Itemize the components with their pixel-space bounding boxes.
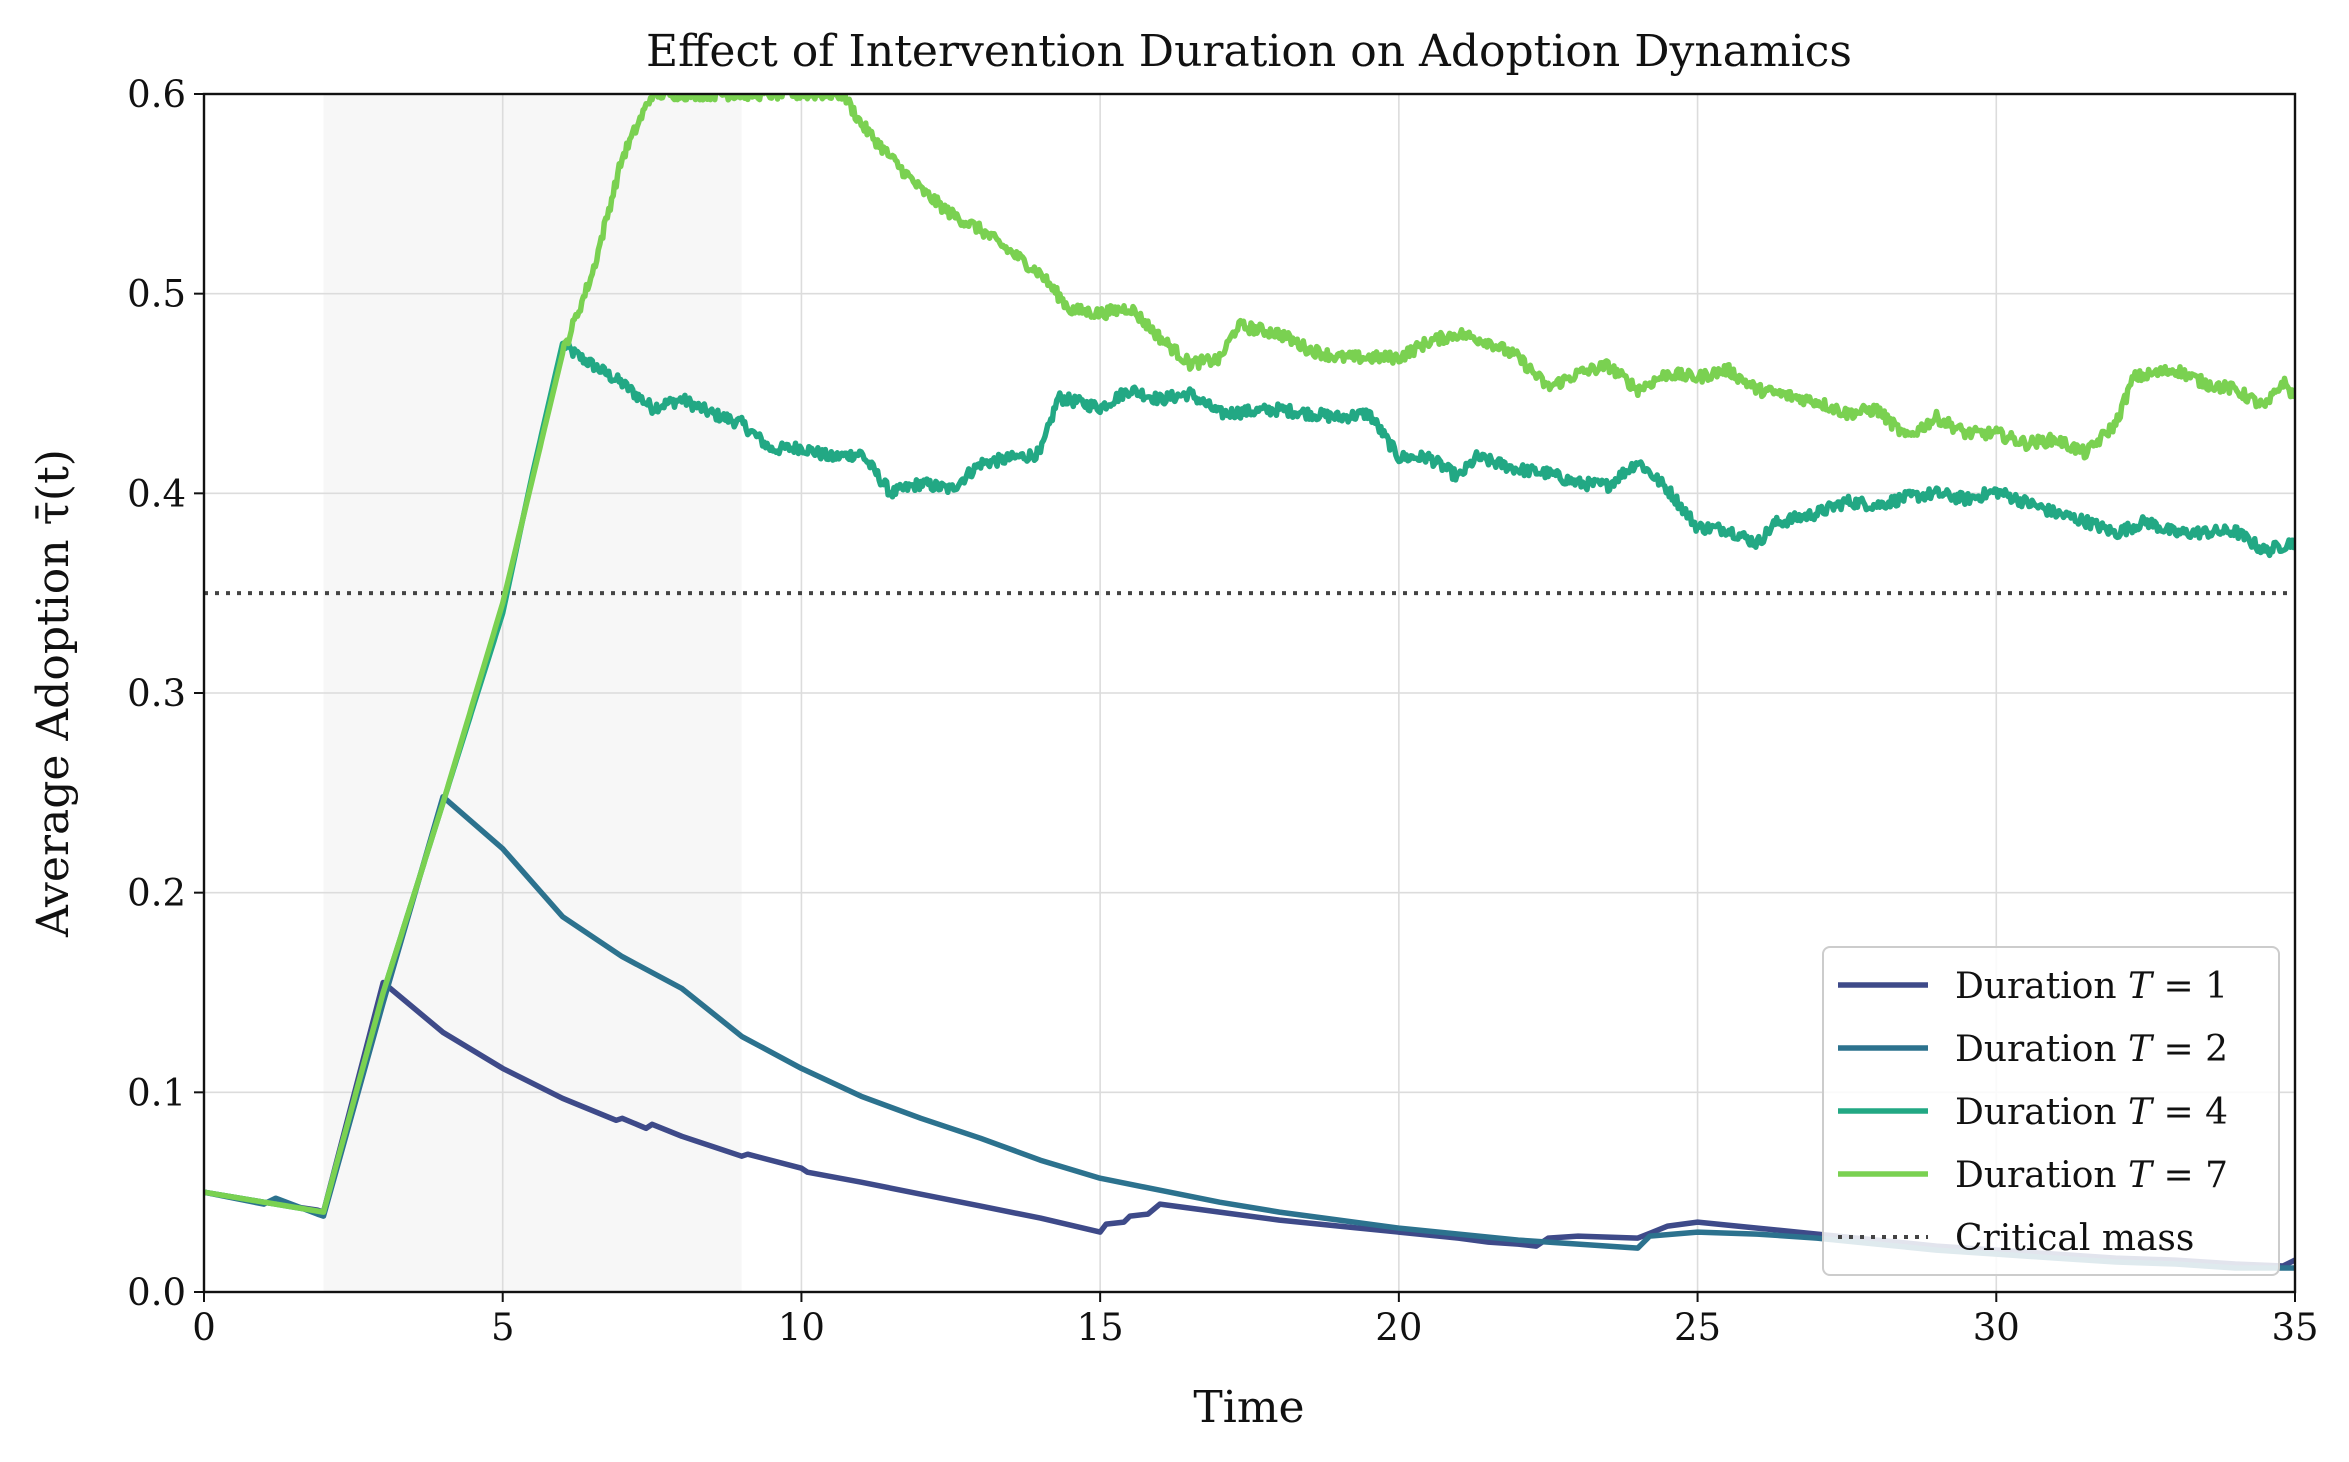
legend-label: Duration T = 2 [1955, 1029, 2228, 1070]
y-tick-label: 0.3 [127, 672, 186, 715]
x-tick-label: 0 [192, 1306, 216, 1349]
x-tick-label: 25 [1674, 1306, 1721, 1349]
y-tick-label: 0.2 [127, 872, 186, 915]
x-tick-label: 35 [2271, 1306, 2318, 1349]
legend-box [1822, 946, 2280, 1276]
x-tick-label: 15 [1077, 1306, 1124, 1349]
legend-label: Duration T = 4 [1955, 1092, 2228, 1133]
legend-entry: Duration T = 1 [1838, 966, 2228, 1007]
x-tick-label: 20 [1375, 1306, 1422, 1349]
legend: Duration T = 1 Duration T = 2 Duration T =… [1822, 946, 2280, 1276]
legend-entry: Critical mass [1838, 1218, 2194, 1259]
y-tick-label: 0.0 [127, 1271, 186, 1314]
series-line-t7 [204, 94, 2295, 1215]
x-tick-label: 10 [778, 1306, 825, 1349]
y-tick-label: 0.1 [127, 1071, 186, 1114]
chart-title: Effect of Intervention Duration on Adopt… [646, 26, 1852, 77]
y-tick-label: 0.4 [127, 472, 186, 515]
x-axis: 0 5 10 15 20 25 30 35 [192, 1292, 2319, 1349]
y-tick-label: 0.6 [127, 73, 186, 116]
y-tick-label: 0.5 [127, 273, 186, 316]
x-tick-label: 30 [1973, 1306, 2020, 1349]
x-tick-label: 5 [491, 1306, 515, 1349]
legend-label: Duration T = 7 [1955, 1155, 2228, 1196]
legend-label: Critical mass [1955, 1218, 2194, 1259]
legend-entry: Duration T = 4 [1838, 1092, 2228, 1133]
y-axis-label: Average Adoption τ̄(t) [28, 449, 79, 938]
y-axis: 0.0 0.1 0.2 0.3 0.4 0.5 0.6 [127, 73, 204, 1314]
legend-entry: Duration T = 2 [1838, 1029, 2228, 1070]
legend-entry: Duration T = 7 [1838, 1155, 2228, 1196]
x-axis-label: Time [1193, 1382, 1304, 1433]
legend-label: Duration T = 1 [1955, 966, 2228, 1007]
